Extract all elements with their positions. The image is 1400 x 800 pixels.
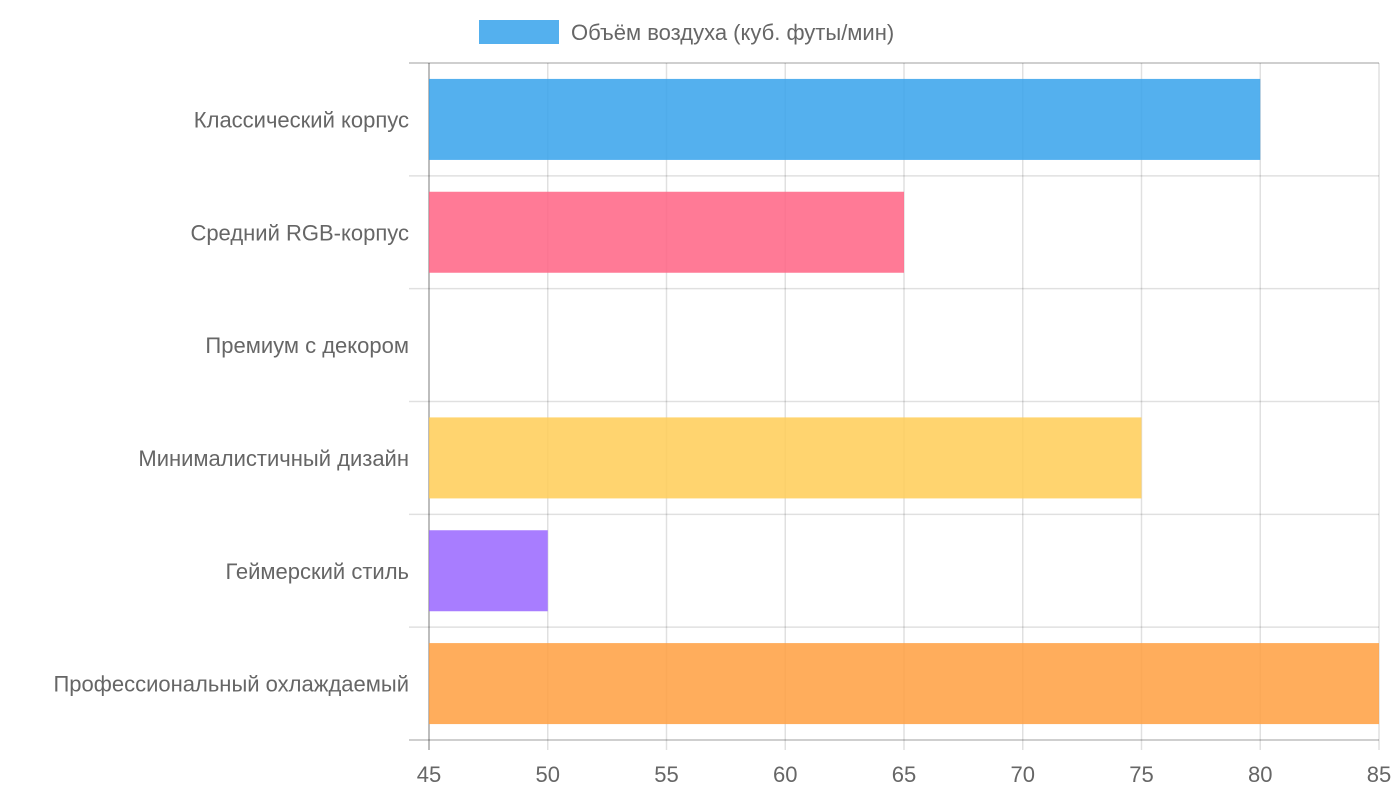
x-tick-label: 75	[1129, 762, 1153, 787]
x-tick-label: 50	[536, 762, 560, 787]
bar-6[interactable]	[429, 643, 1379, 725]
legend[interactable]: Объём воздуха (куб. футы/мин)	[479, 20, 894, 45]
category-label: Классический корпус	[194, 107, 409, 132]
category-label: Профессиональный охлаждаемый	[53, 672, 409, 697]
bar-2[interactable]	[429, 191, 904, 273]
x-tick-label: 60	[773, 762, 797, 787]
grid-lines	[409, 62, 1380, 750]
x-tick-label: 85	[1367, 762, 1391, 787]
legend-swatch[interactable]	[479, 20, 559, 44]
x-tick-label: 55	[654, 762, 678, 787]
bar-1[interactable]	[429, 78, 1261, 160]
category-label: Средний RGB-корпус	[190, 220, 409, 245]
category-label: Премиум с декором	[205, 333, 409, 358]
category-label: Минималистичный дизайн	[138, 446, 409, 471]
x-axis-tick-labels: 45 50 55 60 65 70 75 80 85	[417, 762, 1391, 787]
bar-4[interactable]	[429, 417, 1142, 499]
x-tick-label: 65	[892, 762, 916, 787]
legend-label[interactable]: Объём воздуха (куб. футы/мин)	[571, 20, 894, 45]
x-tick-label: 45	[417, 762, 441, 787]
category-label: Геймерский стиль	[225, 559, 409, 584]
bars	[429, 78, 1379, 725]
x-tick-label: 70	[1011, 762, 1035, 787]
bar-5[interactable]	[429, 530, 548, 612]
category-labels: Классический корпус Средний RGB-корпус Пре…	[53, 107, 409, 696]
x-tick-label: 80	[1248, 762, 1272, 787]
